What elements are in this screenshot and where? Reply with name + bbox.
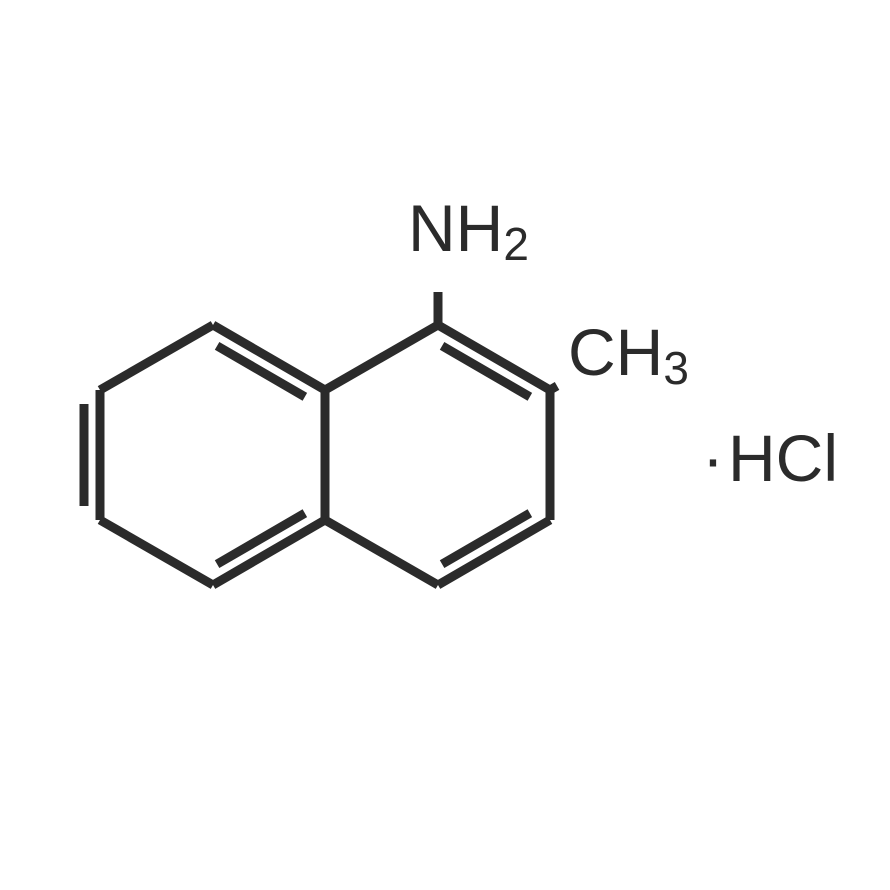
bond-A4-B1: [325, 520, 438, 585]
label-methyl: CH3: [568, 315, 689, 394]
molecule-diagram: NH2 CH3·HCl: [0, 0, 890, 890]
label-hcl: HCl: [728, 421, 838, 495]
bond-A2-A3: [100, 520, 213, 585]
label-amine: NH2: [408, 191, 529, 270]
label-dot: ·: [702, 421, 724, 495]
bond-B3-C: [550, 386, 557, 390]
bond-A6-A1: [100, 325, 213, 390]
bond-B4-A5: [325, 325, 438, 390]
